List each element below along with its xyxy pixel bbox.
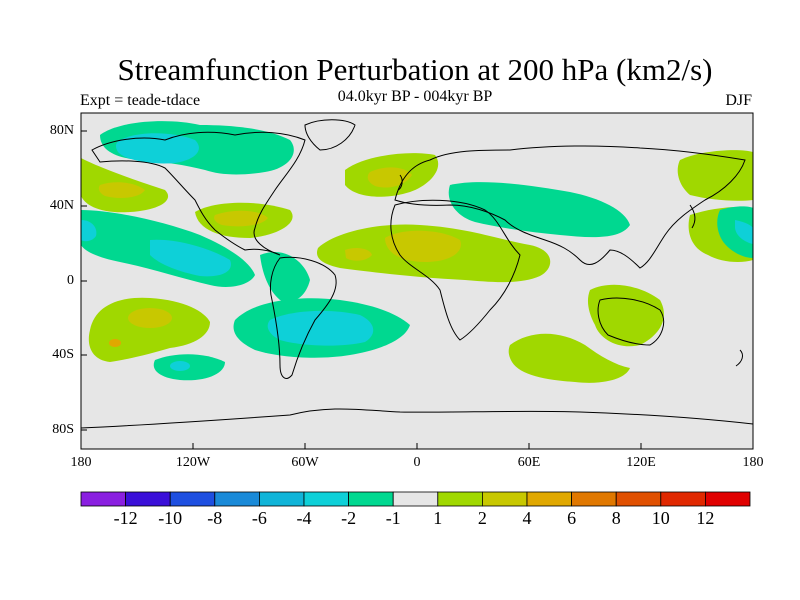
strong-positive-regions: [98, 167, 461, 262]
anomaly-region: [150, 239, 231, 277]
season-label: DJF: [725, 92, 752, 109]
anomaly-region: [345, 247, 372, 261]
plot-title: Streamfunction Perturbation at 200 hPa (…: [117, 52, 713, 87]
colorbar-box: [392, 491, 439, 507]
colorbar-label: 10: [651, 508, 670, 528]
anomaly-region: [98, 182, 145, 198]
y-tick-label: 80N: [49, 123, 74, 138]
x-tick-label: 120E: [626, 455, 656, 470]
coastline-eurasia: [394, 145, 746, 269]
colorbar-label: 4: [522, 508, 532, 528]
anomaly-region: [128, 308, 172, 328]
strong-negative-regions: [81, 133, 753, 346]
coastlines: [81, 119, 753, 429]
colorbar-box: [169, 491, 216, 507]
anomaly-region: [508, 333, 630, 383]
colorbar-box: [571, 491, 617, 507]
colorbar-box: [615, 491, 662, 507]
anomaly-region: [677, 150, 753, 201]
colorbar-box: [526, 491, 572, 507]
y-tick-label: 40N: [49, 198, 74, 213]
colorbar-label: 1: [433, 508, 443, 528]
coastline-greenland: [304, 119, 356, 151]
coastline-uk: [397, 174, 403, 191]
coastline-new-zealand: [735, 349, 744, 367]
colorbar-label: -6: [251, 508, 267, 528]
coastline-australia: [597, 297, 665, 346]
colorbar-box: [437, 491, 483, 507]
coastline-north-america: [91, 131, 306, 256]
anomaly-region: [81, 220, 97, 242]
coastline-japan: [689, 204, 696, 229]
period-label: 04.0kyr BP - 004kyr BP: [337, 88, 493, 105]
x-tick-label: 60W: [291, 455, 319, 470]
colorbar: [80, 491, 751, 507]
colorbar-box: [705, 491, 751, 507]
anomaly-region: [115, 133, 199, 164]
coastline-south-america: [269, 256, 337, 379]
x-tick-label: 180: [742, 455, 764, 470]
x-tick-label: 0: [413, 455, 421, 470]
coastline-africa: [390, 199, 521, 341]
colorbar-label: -8: [207, 508, 223, 528]
x-tick-label: 120W: [175, 455, 211, 470]
anomaly-region: [385, 230, 461, 262]
colorbar-box: [214, 491, 260, 507]
anomaly-region: [88, 297, 210, 362]
colorbar-box: [660, 491, 706, 507]
anomaly-region: [267, 310, 374, 346]
coastline-antarctica: [81, 408, 753, 429]
anomaly-region: [735, 220, 753, 244]
colorbar-box: [125, 491, 171, 507]
experiment-label: Expt = teade-tdace: [80, 92, 201, 109]
colorbar-box: [80, 491, 126, 507]
y-tick-label: 40S: [52, 347, 74, 362]
x-tick-label: 60E: [517, 455, 541, 470]
colorbar-box: [481, 491, 528, 507]
anomaly-region: [587, 284, 664, 347]
colorbar-box: [348, 491, 394, 507]
colorbar-label: 12: [696, 508, 715, 528]
anomaly-region: [717, 206, 753, 258]
x-tick-label: 180: [70, 455, 92, 470]
colorbar-label: -12: [113, 508, 138, 528]
colorbar-box: [303, 491, 349, 507]
anomaly-region: [448, 182, 630, 238]
colorbar-label: 8: [611, 508, 621, 528]
colorbar-box: [258, 491, 305, 507]
anomaly-region: [214, 210, 268, 227]
anomaly-region: [170, 361, 190, 371]
colorbar-label: -10: [158, 508, 183, 528]
anomaly-region: [367, 167, 412, 188]
anomaly-region: [109, 339, 121, 347]
colorbar-label: -4: [296, 508, 312, 528]
y-tick-label: 80S: [52, 422, 74, 437]
anomaly-region: [260, 252, 310, 302]
colorbar-label: 6: [567, 508, 577, 528]
colorbar-label: -2: [341, 508, 357, 528]
anomaly-cores: [109, 308, 190, 371]
colorbar-label: 2: [477, 508, 487, 528]
colorbar-label: -1: [385, 508, 401, 528]
y-tick-label: 0: [67, 273, 74, 288]
axis-ticks: [80, 130, 754, 449]
